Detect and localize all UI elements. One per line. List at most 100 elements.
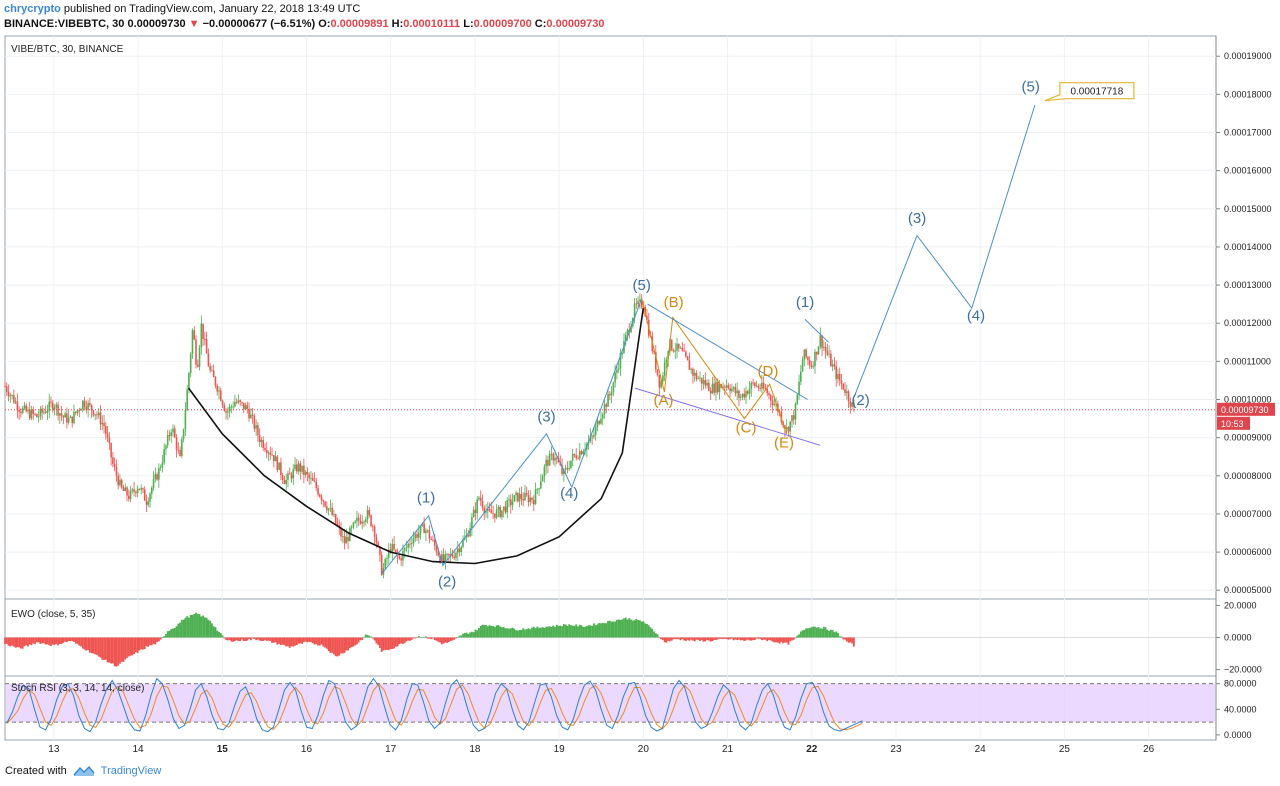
candle-body: [188, 373, 190, 390]
ewo-bar: [559, 625, 562, 638]
candle-body: [508, 499, 510, 501]
tradingview-brand[interactable]: TradingView: [100, 765, 162, 777]
ewo-bar: [428, 637, 431, 639]
candle-body: [168, 434, 171, 436]
candle-body: [555, 457, 558, 459]
chart-area[interactable]: (1) (2) (3) (4) (5) (1) (2) (3) (4) (5) (B) (A) (C) (…: [0, 0, 1280, 760]
candle-body: [741, 393, 744, 398]
candle-body: [379, 546, 381, 555]
ewo-bar: [822, 626, 825, 638]
ewo-bar: [387, 637, 390, 651]
ewo-bar: [607, 620, 609, 638]
ewo-bar: [81, 637, 84, 649]
ewo-bar: [654, 633, 657, 638]
candle-body: [4, 386, 6, 387]
candle-body: [92, 410, 95, 416]
ewo-bar: [515, 630, 517, 638]
stoch-rsi-lines: [6, 677, 863, 733]
candle-body: [50, 401, 52, 403]
candle-body: [598, 420, 601, 424]
ewo-bar: [743, 637, 746, 642]
ewo-bar: [711, 637, 714, 642]
candle-body: [90, 404, 93, 411]
author-link[interactable]: chrycrypto: [4, 3, 61, 15]
ewo-bar: [119, 637, 121, 664]
candle-body: [723, 386, 726, 388]
candle-body: [677, 343, 680, 349]
ewo-bar: [483, 624, 486, 638]
ewo-bar: [568, 624, 571, 638]
ewo-bar: [271, 637, 273, 643]
wave-label: (2): [438, 573, 456, 590]
ewo-bar: [134, 637, 137, 653]
ewo-bar: [775, 637, 777, 643]
ewo-bar: [550, 626, 553, 638]
candle-body: [260, 440, 263, 443]
candle-body: [688, 360, 691, 370]
candle-body: [368, 510, 371, 516]
ewo-bar: [120, 637, 123, 662]
ewo-bar: [396, 637, 399, 647]
y-tick-label: 0.00012000: [1224, 318, 1272, 328]
ewo-bar: [228, 637, 231, 640]
candle-body: [471, 517, 473, 529]
ewo-bar: [32, 637, 35, 644]
high-value: 0.00010111: [403, 18, 461, 30]
ewo-bar: [173, 627, 176, 638]
ewo-bar: [697, 637, 700, 640]
candle-body: [462, 539, 464, 547]
ewo-bar: [310, 637, 312, 643]
ewo-bar: [741, 637, 744, 641]
ewo-bar: [679, 637, 682, 641]
ewo-bar: [96, 637, 98, 655]
correction-label: (E): [774, 435, 794, 452]
ewo-bar: [30, 637, 33, 646]
ewo-bar: [649, 627, 652, 638]
ewo-bar: [852, 637, 855, 647]
ewo-bar: [752, 637, 754, 641]
ewo-bar: [511, 627, 514, 638]
candle-body: [718, 384, 721, 393]
candle-body: [395, 549, 397, 552]
ewo-bar: [677, 637, 680, 640]
candle-body: [824, 346, 827, 351]
wave-label: (3): [537, 408, 555, 425]
candle-body: [97, 412, 100, 416]
ewo-bar: [845, 637, 848, 642]
ewo-bar: [115, 637, 118, 667]
candle-body: [711, 383, 714, 394]
ewo-bar: [695, 637, 698, 640]
ewo-bar: [7, 637, 10, 646]
candle-body: [478, 497, 480, 500]
ewo-bar: [700, 637, 703, 641]
ewo-bar: [354, 637, 357, 646]
ewo-bar: [561, 626, 563, 638]
ewo-bar: [479, 625, 482, 638]
candle-body: [237, 400, 240, 403]
ewo-bar: [347, 637, 349, 651]
candle-body: [757, 385, 760, 389]
candle-body: [122, 487, 125, 491]
candle-body: [697, 378, 700, 380]
ewo-bar: [575, 624, 578, 638]
ewo-bar: [225, 637, 227, 640]
candle-body: [513, 495, 516, 502]
x-tick-label: 15: [217, 744, 229, 755]
ewo-bar: [499, 626, 502, 638]
candle-body: [578, 451, 581, 459]
ewo-bar: [288, 637, 291, 648]
candle-body: [265, 450, 268, 454]
candle-body: [589, 436, 592, 442]
ewo-bar: [172, 628, 174, 638]
candle-body: [435, 545, 438, 553]
ewo-bar: [794, 637, 797, 638]
ewo-bar: [338, 637, 341, 656]
candle-body: [221, 400, 224, 406]
candle-body: [525, 492, 528, 496]
wave-label: (5): [632, 277, 650, 294]
candle-body: [82, 400, 84, 410]
ewo-bar: [276, 637, 279, 645]
ewo-bar: [249, 637, 252, 641]
ewo-bar: [730, 637, 733, 639]
ewo-bar: [674, 637, 677, 640]
